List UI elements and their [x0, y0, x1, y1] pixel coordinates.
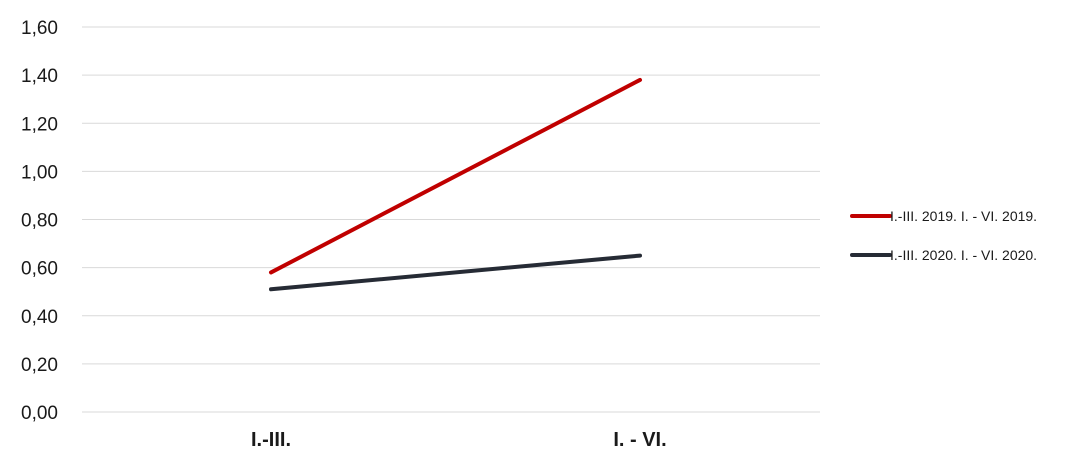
series-line-1 — [269, 253, 642, 292]
y-tick-label: 1,20 — [21, 114, 58, 135]
series-lines — [269, 77, 642, 292]
y-tick-label: 1,00 — [21, 162, 58, 183]
y-tick-label: 0,00 — [21, 403, 58, 424]
y-tick-label: 1,40 — [21, 66, 58, 87]
legend-label: I.-III. 2019. I. - VI. 2019. — [890, 208, 1037, 224]
gridlines — [82, 26, 820, 413]
x-tick-label: I. - VI. — [613, 429, 666, 451]
y-tick-label: 0,20 — [21, 355, 58, 376]
x-tick-label: I.-III. — [251, 429, 291, 451]
y-tick-label: 0,80 — [21, 211, 58, 232]
y-tick-label: 0,60 — [21, 259, 58, 280]
y-tick-label: 0,40 — [21, 307, 58, 328]
y-axis-tick-labels: 0,00 0,20 0,40 0,60 0,80 1,00 1,20 1,40 1,60 — [21, 18, 58, 424]
legend: I.-III. 2019. I. - VI. 2019. I.-III. 2020… — [850, 208, 1037, 263]
legend-label: I.-III. 2020. I. - VI. 2020. — [890, 247, 1037, 263]
x-axis-tick-labels: I.-III. I. - VI. — [251, 429, 667, 451]
y-tick-label: 1,60 — [21, 18, 58, 39]
series-line-0 — [269, 77, 642, 275]
